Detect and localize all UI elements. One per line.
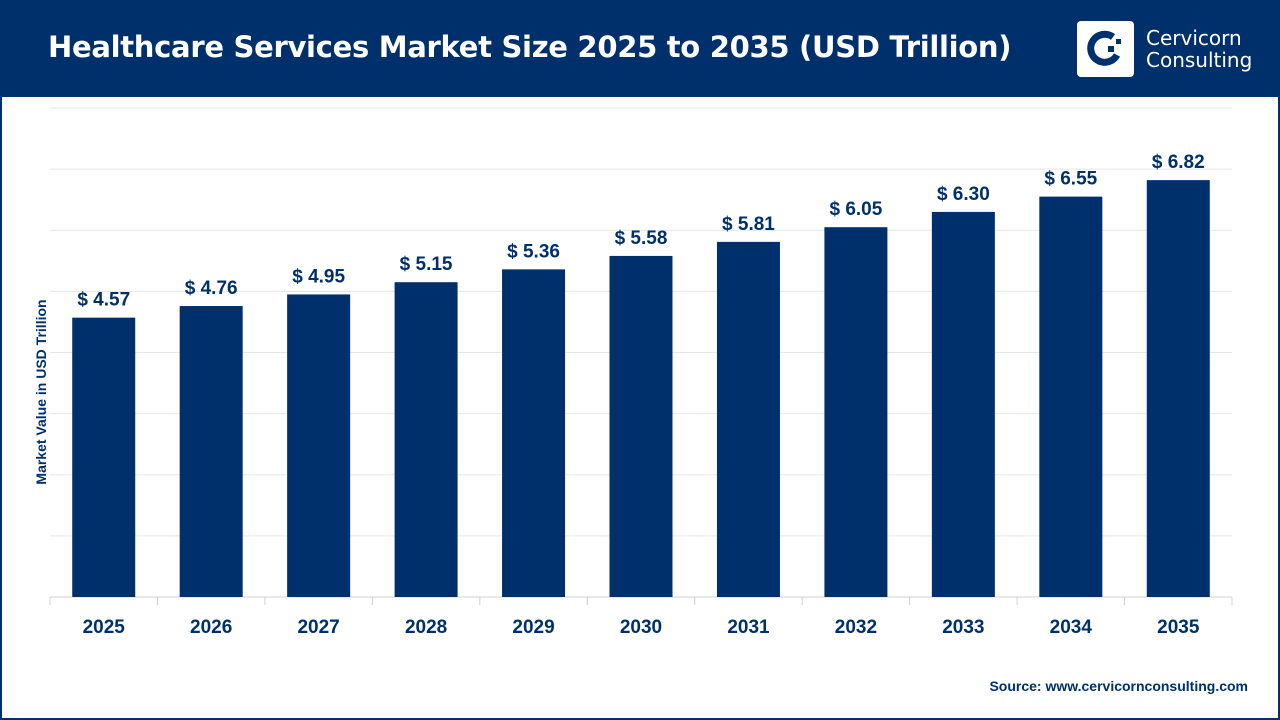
x-tick-label: 2025 bbox=[83, 617, 126, 638]
logo-text-line1: Cervicorn bbox=[1146, 26, 1242, 50]
bar-2026 bbox=[179, 306, 243, 597]
bar-2027 bbox=[287, 294, 351, 597]
logo-mark-icon bbox=[1077, 21, 1134, 77]
data-label: $ 5.15 bbox=[400, 254, 453, 275]
bar-2029 bbox=[502, 269, 566, 597]
chart-title: Healthcare Services Market Size 2025 to … bbox=[48, 30, 1012, 64]
bar-2028 bbox=[394, 282, 458, 597]
data-label: $ 6.05 bbox=[829, 199, 882, 220]
x-tick-label: 2026 bbox=[190, 617, 232, 638]
cervicorn-logo: Cervicorn Consulting bbox=[1077, 21, 1252, 77]
data-label: $ 6.55 bbox=[1044, 169, 1097, 190]
data-label: $ 4.95 bbox=[292, 266, 345, 287]
bar-2034 bbox=[1039, 196, 1103, 597]
data-label: $ 4.57 bbox=[77, 290, 130, 311]
x-tick-label: 2032 bbox=[835, 617, 877, 638]
data-label: $ 4.76 bbox=[185, 278, 238, 299]
bar-chart: $ 4.57 2025 $ 4.76 2026 $ 4.95 2027 $ 5.15 2028… bbox=[49, 107, 1233, 638]
source-text: Source: www.cervicornconsulting.com bbox=[989, 678, 1248, 694]
bar-2031 bbox=[716, 241, 780, 597]
x-tick-label: 2029 bbox=[512, 617, 554, 638]
x-tick-label: 2028 bbox=[405, 617, 447, 638]
bar-2035 bbox=[1146, 180, 1210, 597]
bar-2025 bbox=[72, 317, 136, 597]
data-label: $ 6.82 bbox=[1152, 152, 1205, 173]
x-tick-label: 2030 bbox=[620, 617, 662, 638]
data-label: $ 5.58 bbox=[615, 228, 668, 249]
bar-2030 bbox=[609, 255, 673, 598]
data-label: $ 5.36 bbox=[507, 241, 560, 262]
bar-2033 bbox=[931, 211, 995, 597]
logo-text-line2: Consulting bbox=[1146, 48, 1253, 72]
x-tick-label: 2034 bbox=[1050, 617, 1093, 638]
header-banner: Healthcare Services Market Size 2025 to … bbox=[0, 0, 1280, 97]
x-tick-label: 2027 bbox=[297, 617, 339, 638]
x-tick-label: 2031 bbox=[727, 617, 770, 638]
data-label: $ 5.81 bbox=[722, 214, 775, 235]
data-label: $ 6.30 bbox=[937, 184, 990, 205]
x-tick-label: 2035 bbox=[1157, 617, 1200, 638]
x-tick-label: 2033 bbox=[942, 617, 984, 638]
bar-2032 bbox=[824, 227, 888, 597]
